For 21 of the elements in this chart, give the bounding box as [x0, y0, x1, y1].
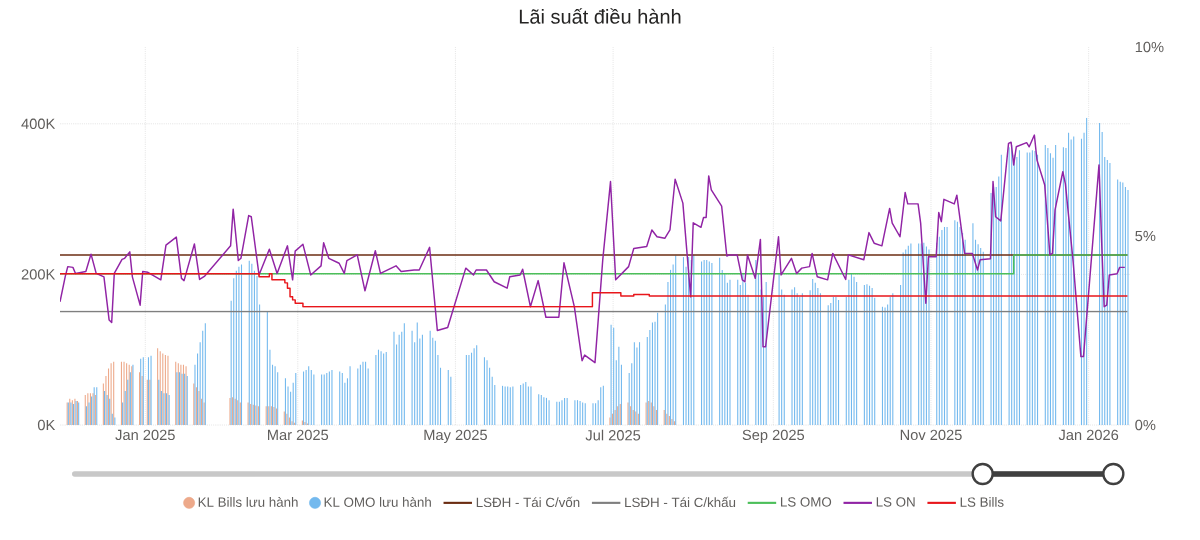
legend-label: LSĐH - Tái C/vốn	[476, 496, 580, 508]
x-tick-label: Jan 2026	[1058, 429, 1119, 441]
legend-label: LS ON	[876, 497, 915, 507]
x-tick-label: Mar 2025	[268, 429, 329, 441]
x-tick-label: Nov 2025	[900, 429, 962, 441]
x-tick-label: May 2025	[424, 429, 487, 443]
y-tick-label: 0K	[37, 419, 56, 431]
legend-label: LSĐH - Tái C/khấu	[625, 496, 736, 508]
y-tick-label: 200K	[21, 269, 56, 280]
legend-label: LS OMO	[780, 497, 832, 507]
y2-tick-label: 10%	[1135, 41, 1164, 53]
legend-label: KL OMO lưu hành	[324, 496, 431, 507]
x-tick-label: Jan 2025	[115, 429, 175, 441]
legend-label: LS Bills	[960, 497, 1004, 507]
y2-tick-label: 0%	[1135, 419, 1156, 431]
y2-tick-label: 5%	[1135, 230, 1156, 242]
legend-label: KL Bills lưu hành	[198, 496, 298, 507]
y-tick-label: 400K	[21, 118, 56, 129]
x-tick-label: Sep 2025	[742, 429, 805, 443]
chart-title: Lãi suất điều hành	[519, 8, 681, 24]
x-tick-label: Jul 2025	[585, 429, 641, 441]
